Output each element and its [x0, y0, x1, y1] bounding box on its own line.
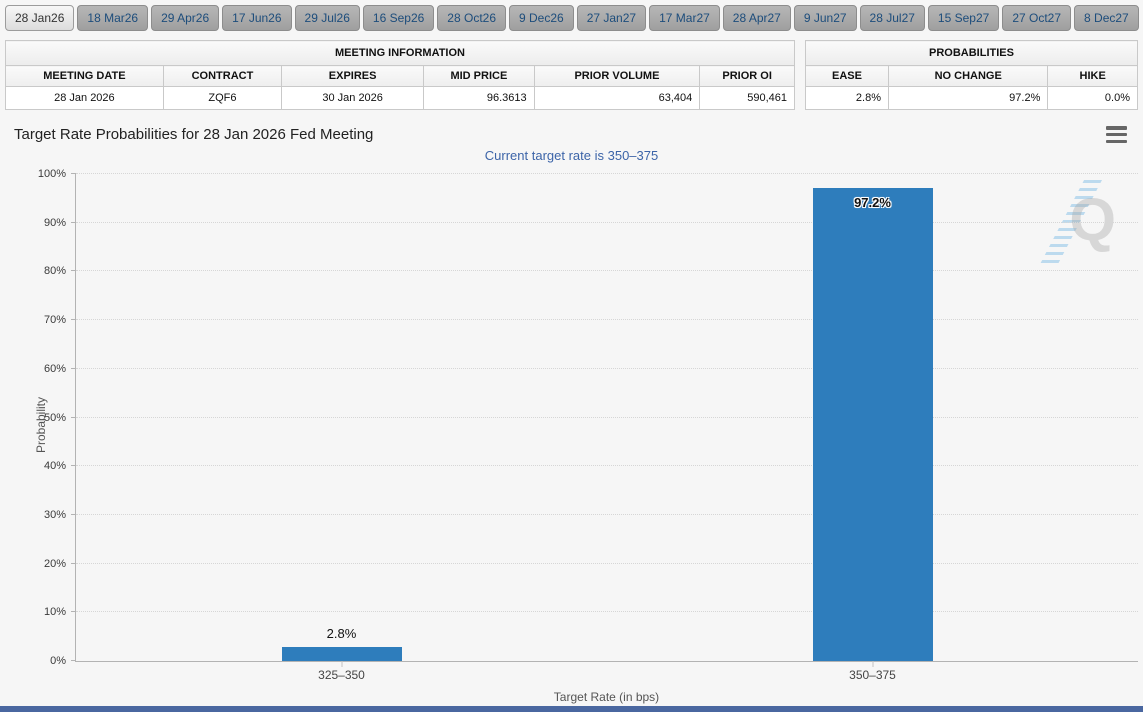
cell-prior-oi: 590,461 — [699, 86, 795, 110]
gridline — [76, 611, 1138, 613]
tab-8-dec27[interactable]: 8 Dec27 — [1074, 5, 1139, 31]
x-tick-label: 325–350 — [318, 668, 365, 682]
plot-wrap: Probability Q 0% 10% 20% 30% 40% 50% 60% 70% 80%… — [34, 168, 1138, 682]
cell-mid-price: 96.3613 — [423, 86, 535, 110]
y-tick-label: 70% — [43, 314, 66, 327]
tab-17-mar27[interactable]: 17 Mar27 — [649, 5, 720, 31]
y-tick-mark — [71, 173, 76, 174]
gridline — [76, 416, 1138, 418]
y-tick-label: 60% — [43, 362, 66, 375]
bar-value-label: 97.2% — [854, 194, 891, 210]
hamburger-bar — [1106, 139, 1127, 143]
x-tick-mark — [872, 661, 873, 667]
bar-value-label: 2.8% — [326, 626, 357, 642]
y-tick-mark — [71, 221, 76, 223]
gridline — [76, 270, 1138, 272]
y-tick-mark — [71, 611, 76, 613]
bar-350-375 — [812, 187, 933, 661]
y-tick-label: 50% — [43, 411, 66, 424]
gridline — [76, 173, 1138, 174]
gridline — [76, 562, 1138, 564]
chart-panel: Target Rate Probabilities for 28 Jan 202… — [0, 118, 1143, 704]
table-caption: PROBABILITIES — [805, 40, 1138, 66]
tab-17-jun26[interactable]: 17 Jun26 — [222, 5, 292, 31]
tab-29-jul26[interactable]: 29 Jul26 — [294, 5, 360, 31]
meeting-information-table: MEETING INFORMATION MEETING DATE CONTRACT E… — [5, 40, 795, 110]
tab-29-apr26[interactable]: 29 Apr26 — [151, 5, 220, 31]
y-tick-label: 10% — [43, 606, 66, 619]
column-header-prior-oi: PRIOR OI — [699, 65, 795, 87]
column-header-expires: EXPIRES — [281, 65, 425, 87]
x-tick-mark — [341, 661, 342, 667]
tab-18-mar26[interactable]: 18 Mar26 — [77, 5, 149, 31]
column-header-contract: CONTRACT — [162, 65, 283, 87]
y-tick-label: 20% — [43, 557, 66, 570]
summary-tables: MEETING INFORMATION MEETING DATE CONTRACT E… — [5, 40, 1138, 110]
y-tick-mark — [71, 513, 76, 515]
tab-27-jan27[interactable]: 27 Jan27 — [576, 5, 647, 31]
cell-no-change: 97.2% — [887, 86, 1049, 110]
x-tick-label: 350–375 — [849, 668, 896, 682]
cell-hike: 0.0% — [1047, 86, 1138, 110]
chart-title: Target Rate Probabilities for 28 Jan 202… — [14, 126, 374, 143]
column-header-meeting-date: MEETING DATE — [5, 65, 164, 87]
cell-contract: ZQF6 — [162, 86, 283, 110]
tab-28-jul27[interactable]: 28 Jul27 — [859, 5, 925, 31]
cell-expires: 30 Jan 2026 — [281, 86, 425, 110]
table-row: 28 Jan 2026 ZQF6 30 Jan 2026 96.3613 63,404 5… — [5, 86, 795, 110]
tab-9-jun27[interactable]: 9 Jun27 — [793, 5, 857, 31]
hamburger-menu-icon[interactable] — [1106, 126, 1127, 143]
tab-16-sep26[interactable]: 16 Sep26 — [362, 5, 435, 31]
gridline — [76, 367, 1138, 369]
tab-9-dec26[interactable]: 9 Dec26 — [509, 5, 574, 31]
x-axis-label: Target Rate (in bps) — [553, 690, 660, 704]
y-tick-mark — [71, 660, 76, 661]
meeting-date-tabs: 28 Jan26 18 Mar26 29 Apr26 17 Jun26 29 Jul26… — [0, 0, 1143, 36]
watermark-stripes-icon — [1038, 180, 1102, 268]
tab-15-sep27[interactable]: 15 Sep27 — [927, 5, 1000, 31]
cell-ease: 2.8% — [805, 86, 889, 110]
y-axis-label: Probability — [34, 396, 49, 454]
hamburger-bar — [1106, 132, 1127, 137]
plot-area: Q 0% 10% 20% 30% 40% 50% 60% 70% 80% 90% 100% 2.8% 3… — [38, 168, 1138, 682]
y-tick-label: 80% — [43, 265, 66, 278]
y-tick-label: 0% — [50, 655, 66, 667]
tab-28-apr27[interactable]: 28 Apr27 — [722, 5, 791, 31]
cell-prior-volume: 63,404 — [533, 86, 701, 110]
gridline — [76, 465, 1138, 467]
table-caption: MEETING INFORMATION — [5, 40, 795, 66]
chart-subtitle: Current target rate is 350–375 — [484, 148, 659, 163]
y-tick-mark — [71, 465, 76, 467]
table-row: 2.8% 97.2% 0.0% — [805, 86, 1138, 110]
gridline — [76, 513, 1138, 515]
tab-27-oct27[interactable]: 27 Oct27 — [1002, 5, 1072, 31]
probabilities-table: PROBABILITIES EASE NO CHANGE HIKE 2.8% 97.2% 0… — [805, 40, 1138, 110]
gridline — [76, 221, 1138, 223]
column-header-no-change: NO CHANGE — [887, 65, 1049, 87]
cell-meeting-date: 28 Jan 2026 — [5, 86, 164, 110]
y-tick-mark — [71, 416, 76, 418]
y-tick-mark — [71, 367, 76, 369]
y-tick-mark — [71, 562, 76, 564]
tab-28-jan26[interactable]: 28 Jan26 — [5, 5, 75, 31]
column-header-hike: HIKE — [1047, 65, 1138, 87]
column-header-mid-price: MID PRICE — [423, 65, 535, 87]
gridline — [76, 319, 1138, 321]
y-tick-label: 30% — [43, 508, 66, 521]
y-tick-label: 90% — [43, 216, 66, 229]
footer-bar — [0, 706, 1143, 712]
y-tick-mark — [71, 270, 76, 272]
quikstrike-watermark: Q — [1038, 180, 1116, 268]
column-header-prior-volume: PRIOR VOLUME — [533, 65, 701, 87]
y-tick-mark — [71, 319, 76, 321]
watermark-q-letter: Q — [1069, 186, 1116, 253]
y-tick-label: 40% — [43, 460, 66, 473]
y-tick-label: 100% — [37, 168, 66, 180]
column-header-ease: EASE — [805, 65, 889, 87]
bar-325-350 — [281, 647, 402, 661]
tab-28-oct26[interactable]: 28 Oct26 — [437, 5, 506, 31]
chart-header: Target Rate Probabilities for 28 Jan 202… — [0, 118, 1143, 146]
hamburger-bar — [1106, 126, 1127, 130]
